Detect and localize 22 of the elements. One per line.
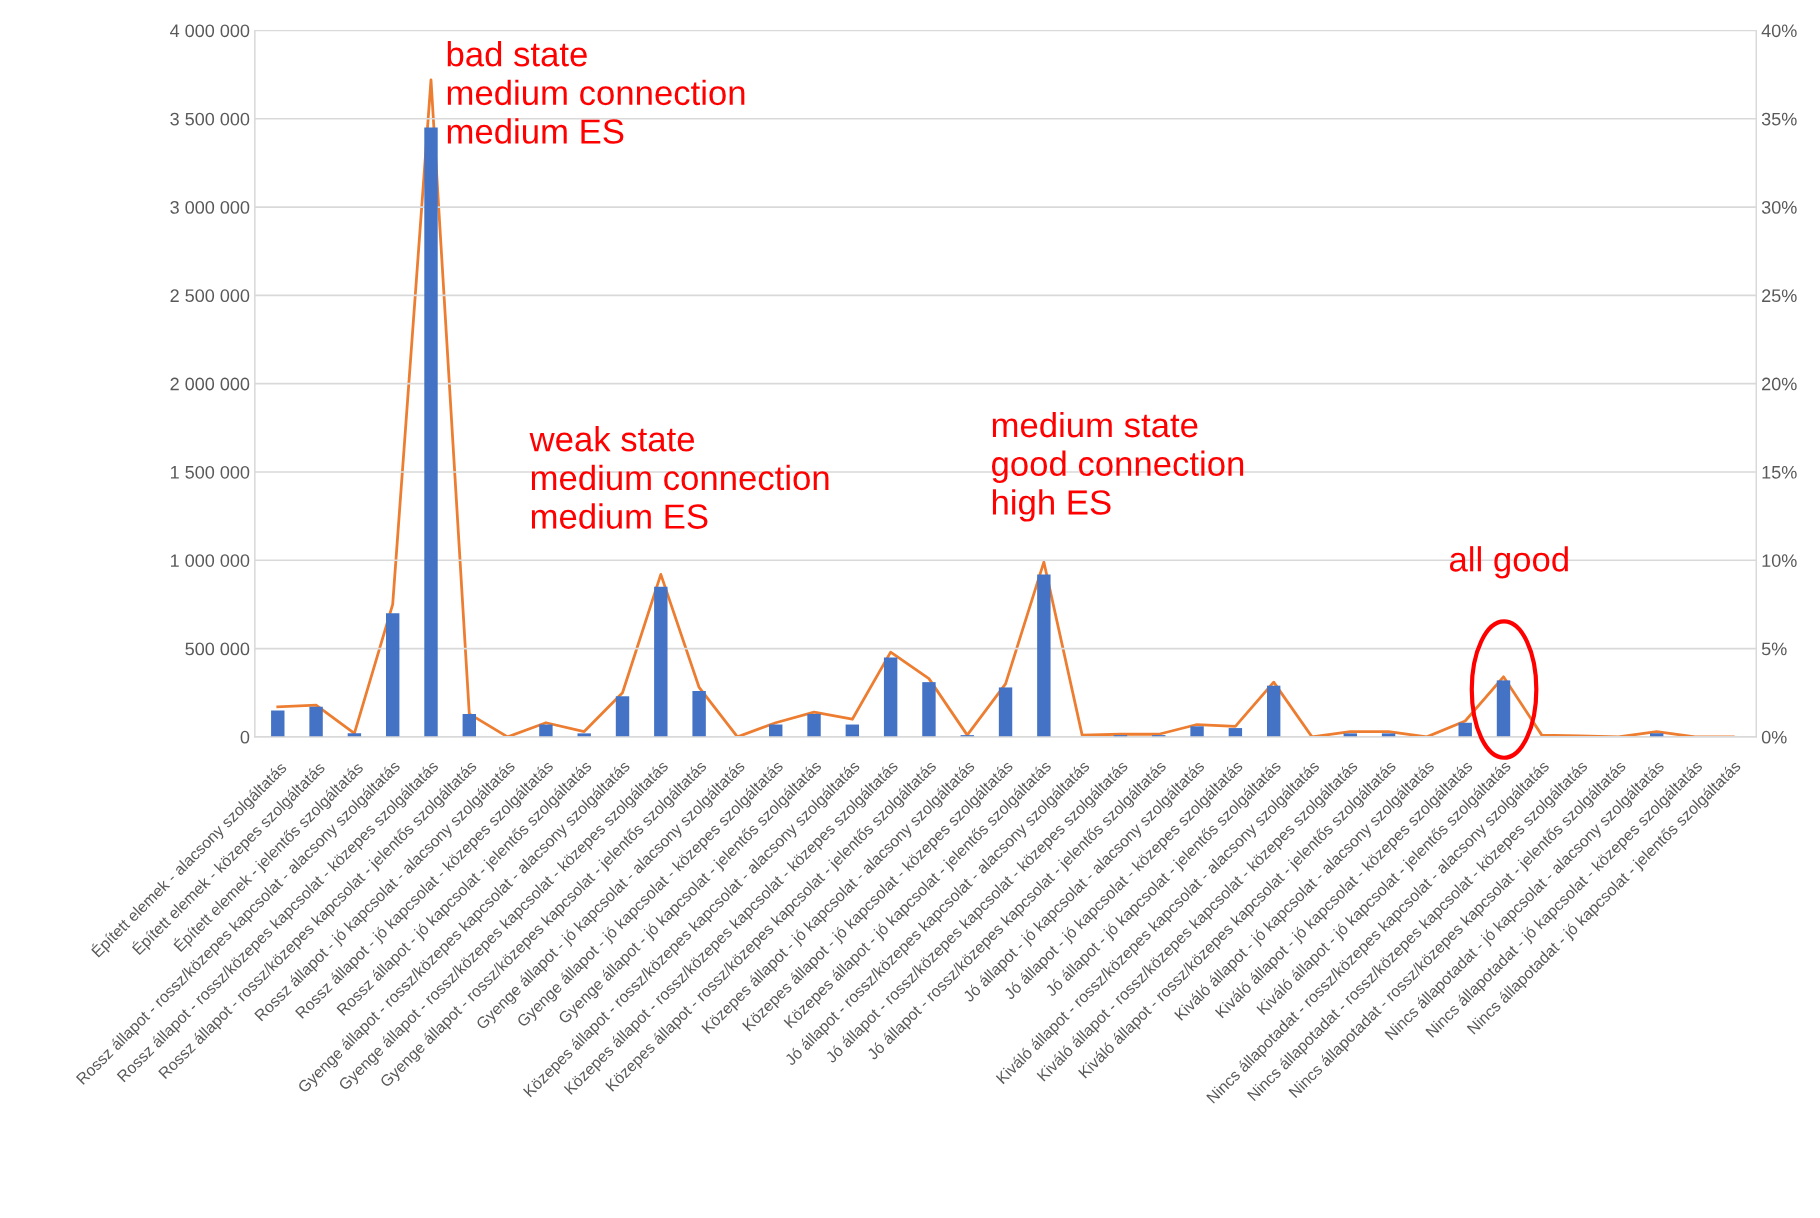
y-tick-label: 0 (240, 730, 250, 744)
y-tick-label: 1 000 000 (171, 554, 250, 567)
annotation: weak state medium connection medium ES (529, 426, 829, 529)
y2-tick-label: 30% (1761, 200, 1797, 214)
y-tick-label: 1 500 000 (171, 465, 250, 479)
annotation: all good (1449, 546, 1568, 579)
y-tick-label: 2 500 000 (170, 289, 250, 303)
y-tick-label: 4 000 000 (170, 24, 250, 38)
y2-tick-label: 5% (1761, 642, 1787, 656)
y-tick-label: 3 500 000 (170, 112, 250, 126)
y2-tick-label: 20% (1762, 377, 1797, 391)
annotation: bad state medium connection medium ES (447, 41, 745, 144)
y2-tick-label: 25% (1762, 289, 1797, 303)
y-tick-label: 3 000 000 (170, 200, 250, 214)
y2-tick-label: 15% (1762, 465, 1797, 479)
y2-tick-label: 0% (1761, 730, 1787, 744)
y2-tick-label: 35% (1761, 112, 1797, 126)
y2-tick-label: 10% (1762, 554, 1797, 567)
annotation: medium state good connection high ES (991, 411, 1244, 522)
y-tick-label: 2 000 000 (170, 377, 250, 391)
y-tick-label: 500 000 (185, 642, 250, 656)
y2-tick-label: 40% (1761, 24, 1797, 38)
